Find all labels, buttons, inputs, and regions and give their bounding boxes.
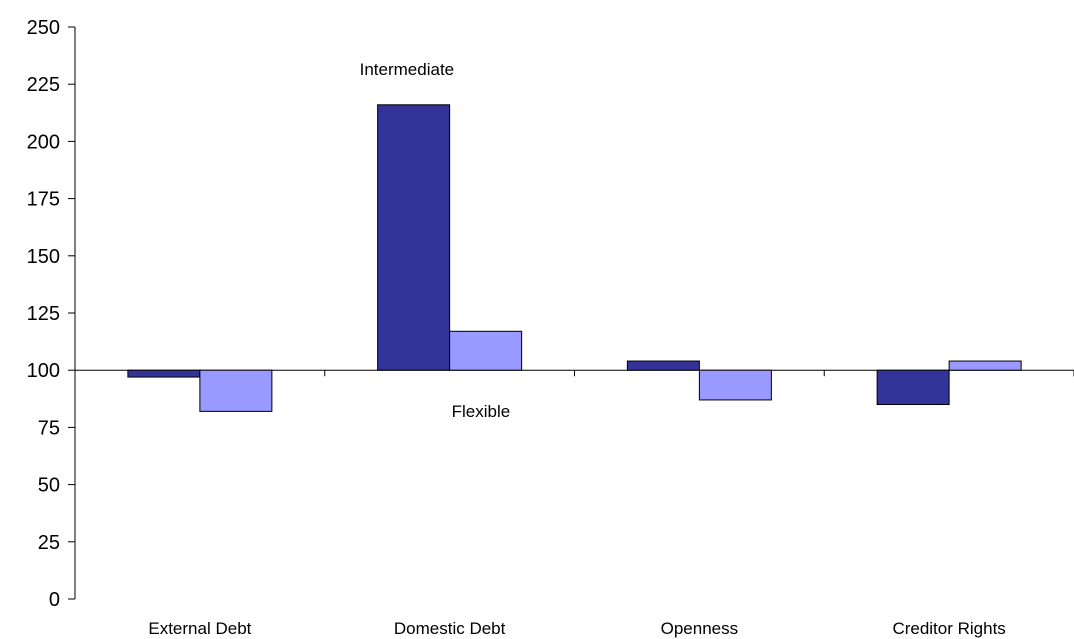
category-label: Openness	[661, 619, 739, 638]
y-tick-label: 150	[27, 246, 60, 268]
bars	[127, 104, 1022, 412]
annotation-intermediate: Intermediate	[360, 60, 455, 79]
y-tick-label: 25	[38, 532, 60, 554]
y-tick-label: 50	[38, 475, 60, 497]
bar-series-2-domestic-debt	[449, 330, 523, 371]
y-tick-label: 200	[27, 131, 60, 153]
y-tick-label: 100	[27, 360, 60, 382]
y-tick-label: 250	[27, 17, 60, 39]
category-label: Creditor Rights	[892, 619, 1005, 638]
category-label: External Debt	[148, 619, 251, 638]
annotation-flexible: Flexible	[452, 402, 511, 421]
y-tick-label: 175	[27, 189, 60, 211]
bar-series-1-domestic-debt	[377, 104, 451, 371]
y-tick-label: 225	[27, 74, 60, 96]
bar-series-2-external-debt	[199, 369, 273, 412]
y-axis: 0 25 50 75 100 125 150 175 200 225 250	[27, 17, 76, 611]
category-labels: External Debt Domestic Debt Openness Credit…	[148, 619, 1005, 638]
y-tick-label: 125	[27, 303, 60, 325]
y-tick-label: 0	[49, 589, 60, 611]
bar-series-2-creditor-rights	[948, 360, 1022, 371]
bar-series-2-openness	[698, 369, 772, 401]
bar-series-1-openness	[626, 360, 700, 371]
bar-series-1-creditor-rights	[876, 369, 950, 406]
bar-series-1-external-debt	[127, 369, 201, 378]
y-tick-label: 75	[38, 417, 60, 439]
category-label: Domestic Debt	[394, 619, 506, 638]
